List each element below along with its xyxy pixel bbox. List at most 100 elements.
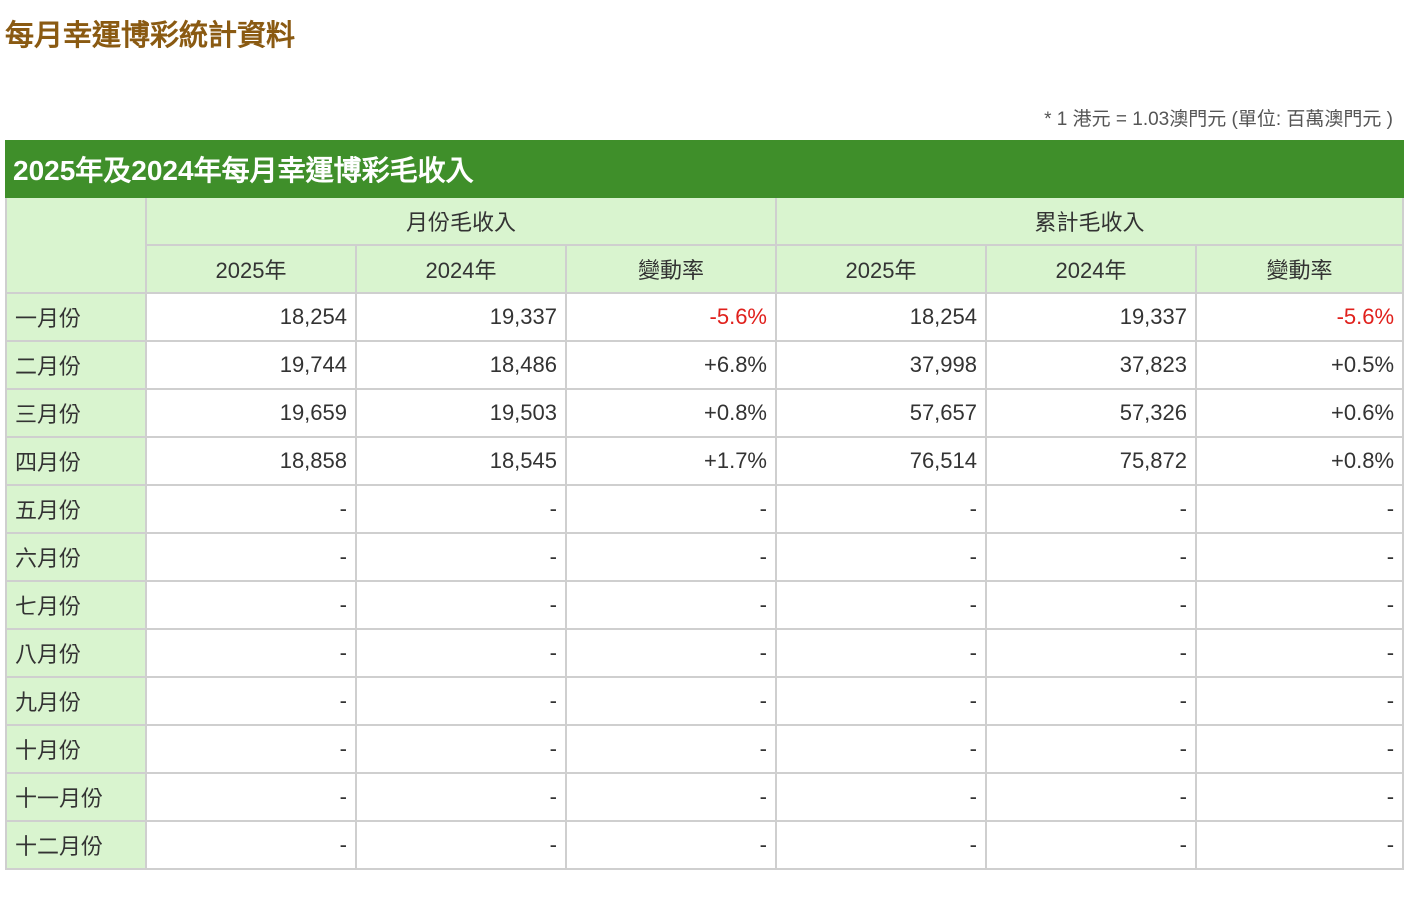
value-cell: - — [1194, 628, 1405, 678]
month-row: 六月份 - - - - - - — [5, 532, 1405, 582]
table-body: 一月份 18,254 19,337 -5.6% 18,254 19,337 -5.6% 二月份… — [5, 292, 1405, 870]
month-label: 七月份 — [5, 580, 147, 630]
value-cell: - — [775, 484, 987, 534]
value-cell: - — [775, 628, 987, 678]
value-cell: - — [775, 580, 987, 630]
month-row: 八月份 - - - - - - — [5, 628, 1405, 678]
month-label: 三月份 — [5, 388, 147, 438]
unit-note: * 1 港元 = 1.03澳門元 (單位: 百萬澳門元 ) — [1044, 109, 1393, 130]
value-cell: - — [355, 580, 567, 630]
month-label: 五月份 — [5, 484, 147, 534]
month-row: 十二月份 - - - - - - — [5, 820, 1405, 870]
value-cell: - — [775, 820, 987, 870]
value-cell: - — [355, 724, 567, 774]
month-row: 十月份 - - - - - - — [5, 724, 1405, 774]
month-row: 三月份 19,659 19,503 +0.8% 57,657 57,326 +0.6% — [5, 388, 1405, 438]
column-header: 2024年 — [985, 244, 1197, 294]
value-cell: - — [355, 484, 567, 534]
value-cell: 19,503 — [355, 388, 567, 438]
value-cell: 75,872 — [985, 436, 1197, 486]
value-cell: - — [565, 532, 777, 582]
value-cell: - — [1194, 484, 1405, 534]
value-cell: 19,337 — [355, 292, 567, 342]
value-cell: - — [145, 724, 357, 774]
value-cell: - — [355, 628, 567, 678]
group-row: 月份毛收入 累計毛收入 — [5, 196, 1405, 294]
value-cell: 18,486 — [355, 340, 567, 390]
month-label: 六月份 — [5, 532, 147, 582]
month-row: 五月份 - - - - - - — [5, 484, 1405, 534]
value-cell: +1.7% — [565, 436, 777, 486]
value-cell: +6.8% — [565, 340, 777, 390]
value-cell: - — [985, 772, 1197, 822]
column-header: 變動率 — [565, 244, 777, 294]
value-cell: - — [985, 580, 1197, 630]
value-cell: +0.5% — [1194, 340, 1405, 390]
table-title: 2025年及2024年每月幸運博彩毛收入 — [4, 140, 1405, 198]
value-cell: - — [985, 484, 1197, 534]
group-header: 累計毛收入 — [774, 196, 1405, 246]
value-cell: - — [565, 724, 777, 774]
value-cell: - — [145, 580, 357, 630]
value-cell: 37,823 — [985, 340, 1197, 390]
value-cell: 18,254 — [145, 292, 357, 342]
value-cell: - — [775, 532, 987, 582]
value-cell: - — [1194, 772, 1405, 822]
table-head: 2025年及2024年每月幸運博彩毛收入 月份毛收入 累計毛收入 2025年 202… — [4, 140, 1405, 294]
month-row: 四月份 18,858 18,545 +1.7% 76,514 75,872 +0.8% — [5, 436, 1405, 486]
value-cell: - — [145, 532, 357, 582]
value-cell: - — [1194, 676, 1405, 726]
month-row: 十一月份 - - - - - - — [5, 772, 1405, 822]
value-cell: - — [775, 724, 987, 774]
month-label: 八月份 — [5, 628, 147, 678]
value-cell: - — [985, 676, 1197, 726]
month-row: 七月份 - - - - - - — [5, 580, 1405, 630]
page-title: 每月幸運博彩統計資料 — [5, 20, 296, 52]
value-cell: 57,657 — [775, 388, 987, 438]
month-label: 十一月份 — [5, 772, 147, 822]
value-cell: - — [775, 772, 987, 822]
value-cell: - — [565, 676, 777, 726]
column-row: 2025年 2024年 變動率 2025年 2024年 變動率 — [6, 244, 1405, 294]
title-row: 2025年及2024年每月幸運博彩毛收入 — [4, 140, 1405, 198]
value-cell: - — [355, 772, 567, 822]
value-cell: -5.6% — [565, 292, 777, 342]
value-cell: - — [145, 484, 357, 534]
value-cell: - — [565, 484, 777, 534]
value-cell: - — [565, 820, 777, 870]
month-label: 四月份 — [5, 436, 147, 486]
month-row: 二月份 19,744 18,486 +6.8% 37,998 37,823 +0.5% — [5, 340, 1405, 390]
corner-cell — [5, 196, 147, 294]
value-cell: +0.8% — [565, 388, 777, 438]
value-cell: - — [145, 676, 357, 726]
month-label: 二月份 — [5, 340, 147, 390]
month-label: 十二月份 — [5, 820, 147, 870]
value-cell: 18,254 — [775, 292, 987, 342]
value-cell: - — [985, 724, 1197, 774]
value-cell: - — [1194, 724, 1405, 774]
month-label: 十月份 — [5, 724, 147, 774]
value-cell: - — [985, 628, 1197, 678]
value-cell: - — [355, 820, 567, 870]
value-cell: - — [145, 628, 357, 678]
column-header: 變動率 — [1194, 244, 1405, 294]
value-cell: - — [145, 820, 357, 870]
value-cell: - — [1194, 580, 1405, 630]
value-cell: 19,659 — [145, 388, 357, 438]
value-cell: 19,337 — [985, 292, 1197, 342]
value-cell: - — [145, 772, 357, 822]
value-cell: 18,858 — [145, 436, 357, 486]
month-label: 一月份 — [5, 292, 147, 342]
value-cell: - — [565, 628, 777, 678]
value-cell: 37,998 — [775, 340, 987, 390]
value-cell: +0.6% — [1194, 388, 1405, 438]
value-cell: - — [1194, 532, 1405, 582]
value-cell: 19,744 — [145, 340, 357, 390]
value-cell: - — [565, 580, 777, 630]
month-row: 九月份 - - - - - - — [5, 676, 1405, 726]
month-label: 九月份 — [5, 676, 147, 726]
value-cell: - — [565, 772, 777, 822]
value-cell: -5.6% — [1194, 292, 1405, 342]
